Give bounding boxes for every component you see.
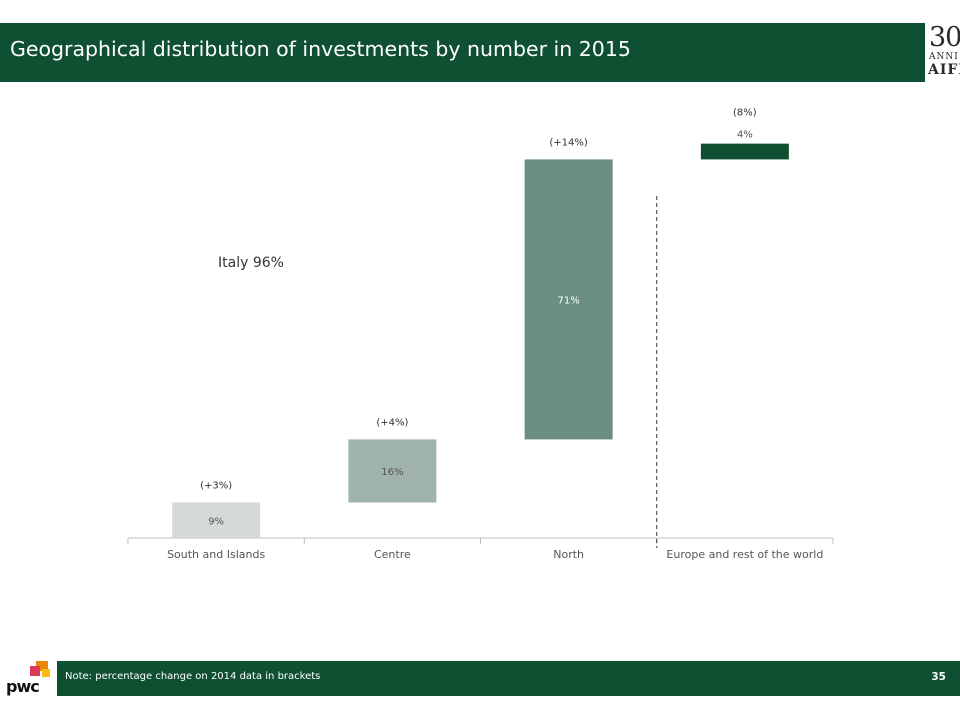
category-label: Centre xyxy=(374,548,411,561)
pwc-mark-icon xyxy=(30,661,50,677)
bar-3 xyxy=(700,143,789,160)
pwc-logo: pwc xyxy=(6,661,52,701)
data-label: 16% xyxy=(381,467,403,478)
change-label: (+3%) xyxy=(200,481,232,492)
footer-note: Note: percentage change on 2014 data in … xyxy=(65,671,321,682)
title-bar: Geographical distribution of investments… xyxy=(0,23,925,82)
aifi-logo: 30 ANNI AIFI xyxy=(927,22,960,84)
page-title: Geographical distribution of investments… xyxy=(10,37,631,61)
data-label: 9% xyxy=(208,516,224,527)
pwc-wordmark: pwc xyxy=(6,677,40,696)
category-label: North xyxy=(553,548,584,561)
footer-bar: Note: percentage change on 2014 data in … xyxy=(57,661,960,696)
bar-0 xyxy=(172,502,261,538)
change-label: (+4%) xyxy=(376,417,408,428)
logo-subtitle: ANNI xyxy=(929,52,959,62)
data-label: 71% xyxy=(558,295,580,306)
bar-2 xyxy=(524,159,613,440)
data-label: 4% xyxy=(737,130,753,141)
category-label: South and Islands xyxy=(167,548,265,561)
bar-1 xyxy=(348,439,437,503)
logo-name: AIFI xyxy=(928,62,960,78)
logo-number: 30 xyxy=(929,22,960,53)
change-label: (8%) xyxy=(733,108,757,119)
change-label: (+14%) xyxy=(549,137,588,148)
category-label: Europe and rest of the world xyxy=(666,548,823,561)
page-number: 35 xyxy=(931,671,946,683)
italy-total-annotation: Italy 96% xyxy=(218,255,284,271)
